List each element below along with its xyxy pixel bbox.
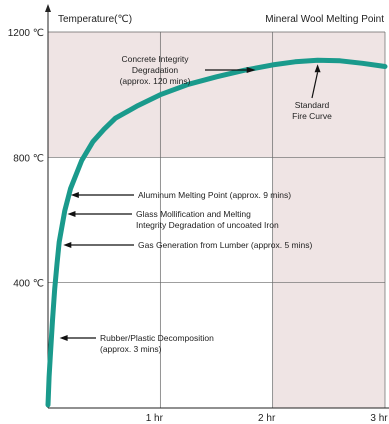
shaded-region-1 [272,32,385,408]
glass-mollification-arrow-head [67,211,76,217]
glass-mollification-annotation: Glass Mollification and MeltingIntegrity… [67,209,279,230]
grid-lines [48,31,386,408]
standard-fire-curve-arrow-line [311,72,319,99]
concrete-degradation-arrow-head [246,67,256,73]
standard-fire-curve-arrow-head [314,64,321,73]
gas-generation-text: Gas Generation from Lumber (approx. 5 mi… [138,240,312,250]
standard-fire-curve-text: Standard [295,100,330,110]
y-tick-label: 1200 ℃ [8,28,44,39]
aluminum-melting-arrow-head [70,192,79,198]
concrete-degradation-text: Concrete Integrity [121,54,189,64]
aluminum-melting-annotation: Aluminum Melting Point (approx. 9 mins) [70,190,291,200]
glass-mollification-text: Glass Mollification and Melting [136,209,251,219]
x-tick-labels: 1 hr 2 hr 3 hr [146,413,389,424]
concrete-degradation-text: (approx. 120 mins) [120,76,191,86]
rubber-decomposition-arrow-head [59,335,68,341]
y-tick-labels: 400 ℃ 800 ℃ 1200 ℃ [8,28,44,290]
y-axis-label: Temperature(℃) [58,14,132,25]
concrete-degradation-text: Degradation [132,65,179,75]
y-tick-label: 400 ℃ [13,279,44,290]
glass-mollification-text: Integrity Degradation of uncoated Iron [136,220,279,230]
chart-title: Mineral Wool Melting Point [265,14,384,25]
x-tick-label: 1 hr [146,413,164,424]
fire-curve-line [45,57,388,408]
gas-generation-arrow-head [63,242,72,248]
axes [45,4,389,409]
y-tick-label: 800 ℃ [13,153,44,164]
rubber-decomposition-text: (approx. 3 mins) [100,344,162,354]
gas-generation-annotation: Gas Generation from Lumber (approx. 5 mi… [63,240,312,250]
shaded-regions [48,32,385,408]
x-tick-label: 2 hr [258,413,276,424]
curve-group [45,57,388,408]
rubber-decomposition-annotation: Rubber/Plastic Decomposition(approx. 3 m… [59,333,214,354]
standard-fire-curve-text: Fire Curve [292,111,332,121]
x-tick-label: 3 hr [370,413,388,424]
aluminum-melting-text: Aluminum Melting Point (approx. 9 mins) [138,190,291,200]
y-axis-arrow [45,4,51,12]
rubber-decomposition-text: Rubber/Plastic Decomposition [100,333,214,343]
